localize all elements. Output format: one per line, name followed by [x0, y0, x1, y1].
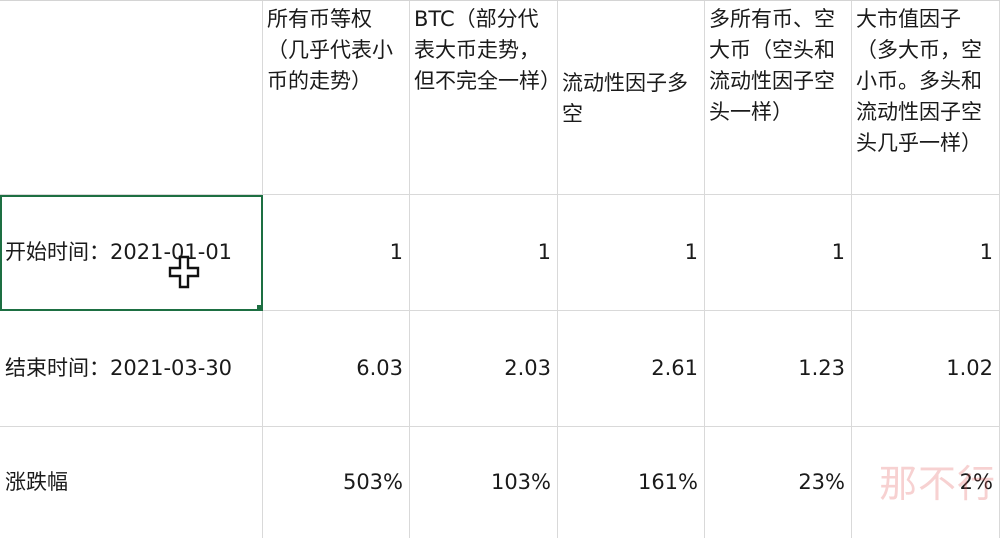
row-label-end-date[interactable]: 结束时间：2021-03-30	[0, 311, 263, 427]
table-cell[interactable]: 1	[558, 195, 705, 311]
header-cell-btc[interactable]: BTC（部分代表大币走势，但不完全一样）	[410, 1, 558, 195]
header-cell-liquidity-factor[interactable]: 流动性因子多空	[558, 1, 705, 195]
row-label-text: 开始时间：2021-01-01	[5, 240, 233, 264]
table-cell[interactable]: 1	[263, 195, 410, 311]
table-cell[interactable]: 2.03	[410, 311, 558, 427]
header-cell-large-cap-factor[interactable]: 大市值因子（多大币，空小币。多头和流动性因子空头几乎一样）	[852, 1, 1000, 195]
watermark-text: 那不行	[878, 462, 996, 506]
table-cell[interactable]: 1	[705, 195, 852, 311]
table-cell[interactable]: 1.23	[705, 311, 852, 427]
table-cell[interactable]: 1.02	[852, 311, 1000, 427]
header-cell-corner[interactable]	[0, 1, 263, 195]
row-label-change[interactable]: 涨跌幅	[0, 427, 263, 538]
table-cell[interactable]: 103%	[410, 427, 558, 538]
table-cell[interactable]: 503%	[263, 427, 410, 538]
row-label-start-date[interactable]: 开始时间：2021-01-01	[0, 195, 263, 311]
table-cell[interactable]: 1	[410, 195, 558, 311]
header-cell-equal-weight[interactable]: 所有币等权（几乎代表小币的走势）	[263, 1, 410, 195]
table-cell[interactable]: 6.03	[263, 311, 410, 427]
crosshair-plus-icon	[168, 255, 200, 289]
table-cell[interactable]: 2.61	[558, 311, 705, 427]
header-cell-long-all-short-large[interactable]: 多所有币、空大币（空头和流动性因子空头一样）	[705, 1, 852, 195]
fill-handle[interactable]	[257, 305, 262, 310]
table-cell[interactable]: 1	[852, 195, 1000, 311]
table-cell[interactable]: 161%	[558, 427, 705, 538]
table-cell[interactable]: 23%	[705, 427, 852, 538]
